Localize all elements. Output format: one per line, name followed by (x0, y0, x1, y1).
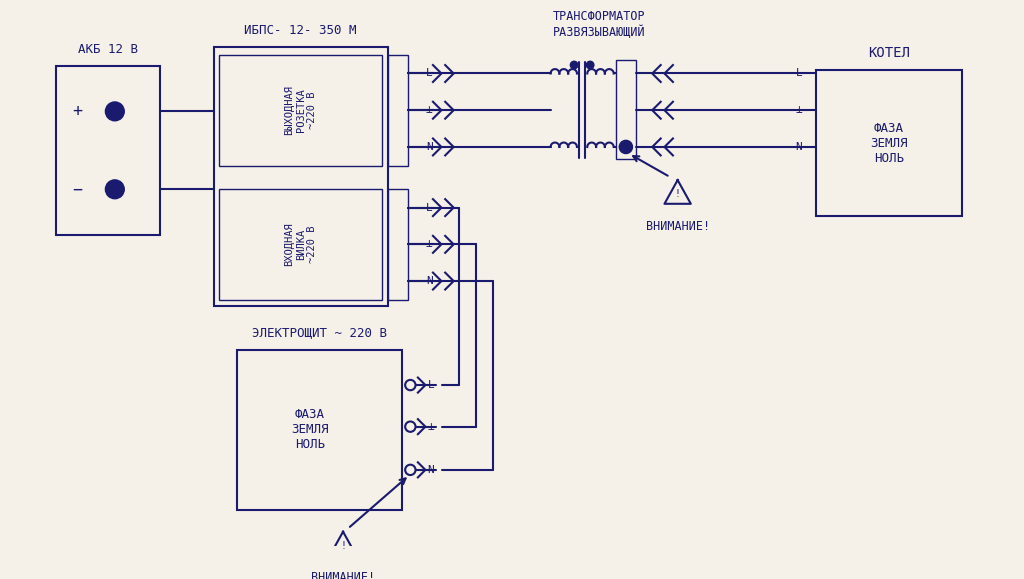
Text: +: + (72, 102, 82, 120)
FancyBboxPatch shape (219, 189, 382, 300)
Text: N: N (796, 142, 803, 152)
Text: L: L (428, 380, 434, 390)
FancyBboxPatch shape (388, 54, 409, 166)
Text: L: L (796, 68, 803, 79)
FancyBboxPatch shape (56, 65, 160, 235)
FancyBboxPatch shape (615, 60, 636, 159)
Text: ФАЗА
ЗЕМЛЯ
НОЛЬ: ФАЗА ЗЕМЛЯ НОЛЬ (870, 122, 907, 165)
Text: ФАЗА
ЗЕМЛЯ
НОЛЬ: ФАЗА ЗЕМЛЯ НОЛЬ (292, 408, 329, 452)
Text: ⊥: ⊥ (426, 105, 432, 115)
Text: !: ! (340, 541, 346, 551)
Text: ВЫХОДНАЯ
РОЗЕТКА
~220 В: ВЫХОДНАЯ РОЗЕТКА ~220 В (284, 85, 317, 135)
FancyBboxPatch shape (388, 189, 409, 300)
Text: N: N (426, 276, 432, 286)
Circle shape (105, 180, 124, 199)
Text: ВНИМАНИЕ!: ВНИМАНИЕ! (645, 219, 710, 233)
Text: N: N (428, 465, 434, 475)
FancyBboxPatch shape (219, 54, 382, 166)
Circle shape (105, 102, 124, 121)
Text: КОТЕЛ: КОТЕЛ (868, 46, 910, 60)
Text: ⊥: ⊥ (428, 422, 434, 432)
Text: L: L (426, 68, 432, 79)
Text: ⊥: ⊥ (426, 239, 432, 250)
Circle shape (570, 61, 578, 69)
Text: ИБПС- 12- 350 М: ИБПС- 12- 350 М (245, 24, 357, 37)
FancyBboxPatch shape (214, 47, 388, 306)
FancyBboxPatch shape (238, 350, 401, 510)
Circle shape (587, 61, 594, 69)
FancyBboxPatch shape (816, 70, 962, 216)
Text: АКБ 12 В: АКБ 12 В (78, 43, 138, 56)
Text: ВХОДНАЯ
ВИЛКА
~220 В: ВХОДНАЯ ВИЛКА ~220 В (284, 222, 317, 266)
Text: ТРАНСФОРМАТОР
РАЗВЯЗЫВАЮЩИЙ: ТРАНСФОРМАТОР РАЗВЯЗЫВАЮЩИЙ (553, 10, 646, 39)
Text: ВНИМАНИЕ!: ВНИМАНИЕ! (311, 571, 375, 579)
Text: L: L (426, 203, 432, 212)
Text: ЭЛЕКТРОЩИТ ~ 220 В: ЭЛЕКТРОЩИТ ~ 220 В (252, 327, 387, 339)
Circle shape (620, 140, 633, 153)
Text: N: N (426, 142, 432, 152)
Text: !: ! (675, 189, 681, 199)
Text: −: − (72, 180, 82, 198)
Text: ⊥: ⊥ (796, 105, 803, 115)
